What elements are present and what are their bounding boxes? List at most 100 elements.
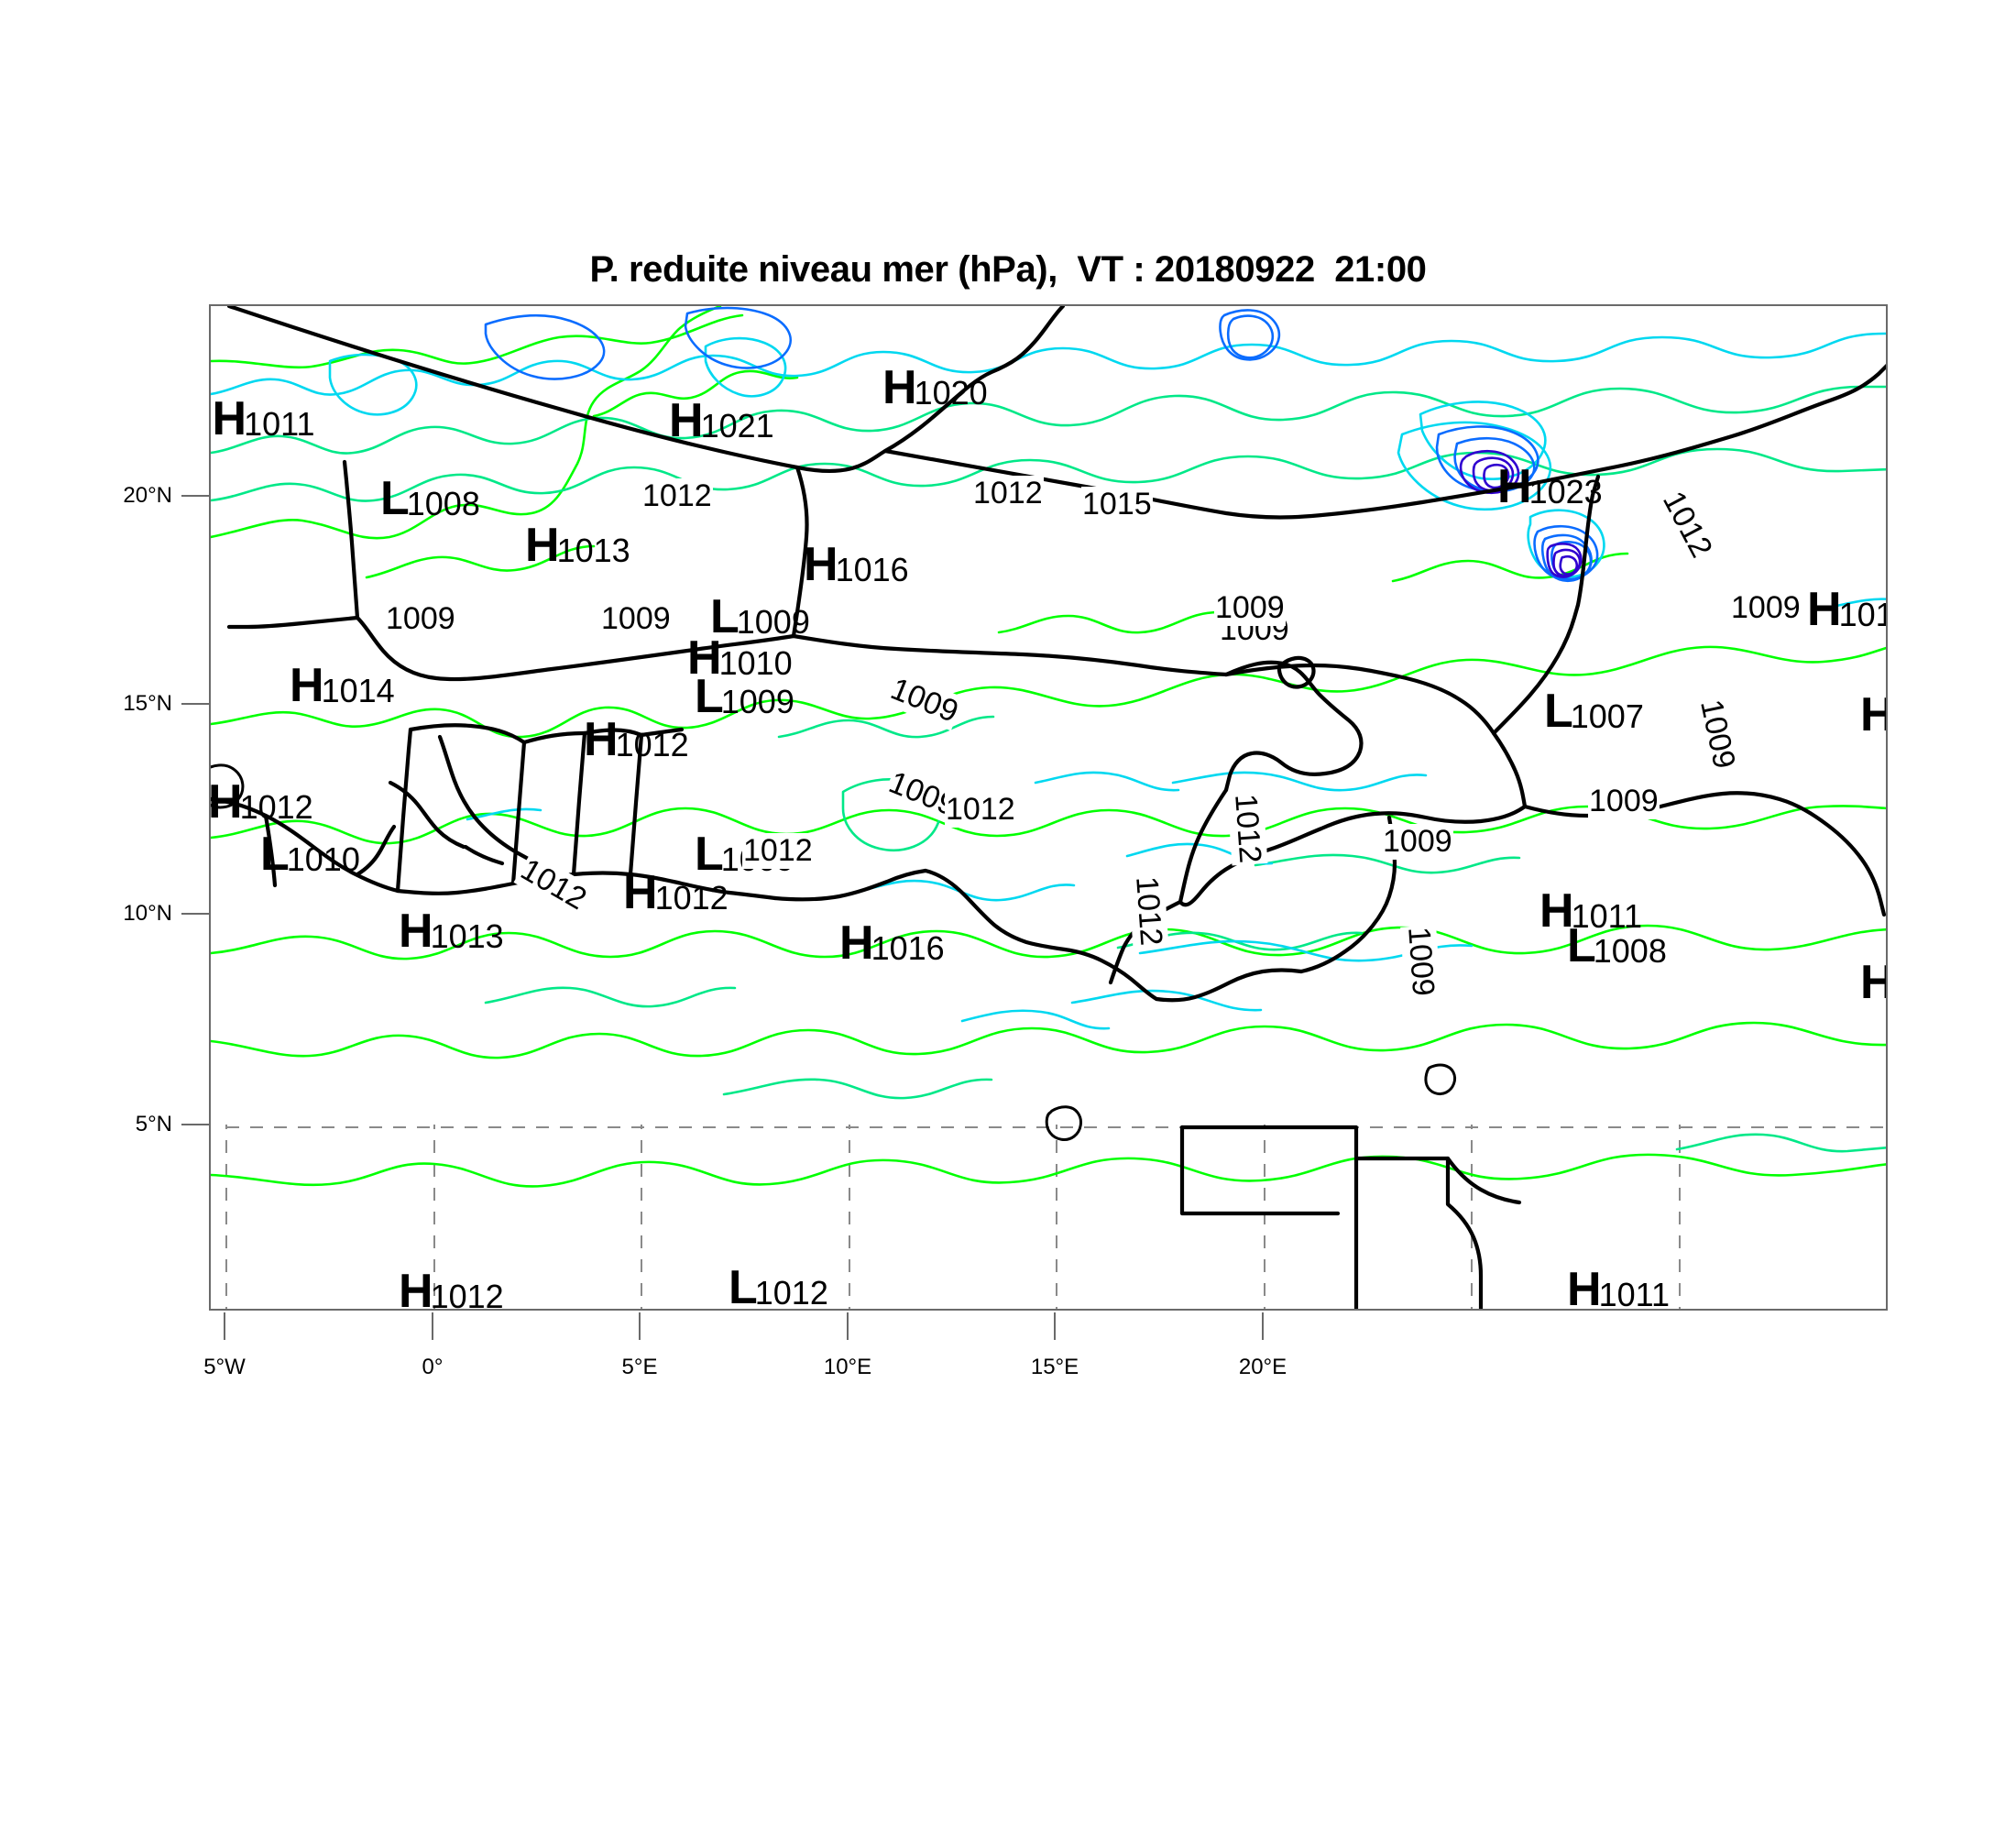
pressure-center-value: 1016 xyxy=(871,929,945,967)
pressure-center-glyph: L xyxy=(710,590,740,643)
pressure-center-glyph: H xyxy=(669,394,704,447)
pressure-center-low: L1012 xyxy=(729,1261,830,1311)
contour-label: 1009 xyxy=(1382,824,1453,860)
contour-label: 1009 xyxy=(1400,925,1441,999)
contour-label: 1012 xyxy=(742,833,814,869)
pressure-center-high: H1021 xyxy=(669,397,776,445)
pressure-center-glyph: H xyxy=(290,659,324,712)
pressure-center-high: H1012 xyxy=(584,716,691,763)
pressure-center-high: H1014 xyxy=(290,662,397,709)
y-tick-mark xyxy=(181,703,209,705)
pressure-center-glyph: L xyxy=(695,828,724,881)
x-tick-mark xyxy=(639,1312,641,1340)
pressure-center-glyph: H xyxy=(584,713,619,766)
x-tick-mark xyxy=(224,1312,225,1340)
pressure-center-glyph: H xyxy=(209,775,243,829)
pressure-center-glyph: H xyxy=(623,866,658,919)
pressure-center-value: 1011 xyxy=(1571,897,1642,935)
pressure-center-glyph: H xyxy=(399,905,433,958)
pressure-center-high: H1014 xyxy=(1807,583,1886,636)
pressure-center-high: H1020 xyxy=(882,364,990,412)
pressure-center-high: H1012 xyxy=(623,869,730,916)
pressure-center-glyph: H xyxy=(212,392,247,445)
pressure-center-glyph: H xyxy=(1497,460,1532,513)
pressure-center-high: H1013 xyxy=(525,521,632,569)
x-axis-label-15e: 15°E xyxy=(1030,1355,1079,1379)
islands-outline xyxy=(211,763,1457,1141)
pressure-center-value: 1021 xyxy=(700,407,774,445)
pressure-center-high: H1010 xyxy=(687,634,794,682)
pressure-center-value: 1020 xyxy=(914,374,988,412)
pressure-center-glyph: H xyxy=(882,361,917,414)
pressure-center-low: L1007 xyxy=(1544,687,1646,735)
pressure-center-high: H1012 xyxy=(399,1265,506,1311)
pressure-center-value: 1012 xyxy=(430,1278,504,1311)
contour-label: 1009 xyxy=(385,601,456,637)
y-axis-label-20n: 20°N xyxy=(123,483,172,508)
pressure-center-value: 1012 xyxy=(615,726,689,763)
pressure-center-value: 1012 xyxy=(754,1274,828,1311)
x-axis-label-10e: 10°E xyxy=(823,1355,872,1379)
y-tick-mark xyxy=(181,1124,209,1125)
pressure-center-value: 1011 xyxy=(244,405,315,443)
pressure-center-glyph: H xyxy=(1860,956,1886,1009)
pressure-center-value: 1009 xyxy=(736,603,810,641)
pressure-center-value: 1013 xyxy=(430,917,504,955)
pressure-center-high: H1016 xyxy=(804,541,911,588)
contour-label: 1009 xyxy=(1730,590,1802,626)
contour-label: 1009 xyxy=(1214,590,1286,626)
pressure-center-glyph: L xyxy=(380,472,410,525)
contour-label: 1015 xyxy=(1081,487,1153,522)
pressure-center-high: H1023 xyxy=(1497,463,1605,510)
x-tick-mark xyxy=(1262,1312,1264,1340)
pressure-center-value: 1008 xyxy=(406,485,480,522)
pressure-center-glyph: H xyxy=(687,631,722,685)
pressure-center-glyph: H xyxy=(399,1265,433,1311)
pressure-center-glyph: L xyxy=(1567,919,1596,972)
pressure-center-glyph: H xyxy=(1860,688,1886,741)
contour-group-1009 xyxy=(211,306,1886,1188)
contour-group-1018 xyxy=(484,306,1599,583)
pressure-center-high: H1013 xyxy=(399,907,506,955)
pressure-center-value: 1014 xyxy=(1838,596,1886,633)
map-contours-svg xyxy=(211,306,1886,1309)
pressure-center-value: 1011 xyxy=(1598,1276,1670,1311)
pressure-center-glyph: H xyxy=(1807,583,1842,636)
contour-label: 1009 xyxy=(600,601,672,637)
pressure-center-value: 1007 xyxy=(1570,697,1644,735)
x-tick-mark xyxy=(1054,1312,1056,1340)
pressure-center-high: H1011 xyxy=(1567,1266,1671,1311)
pressure-center-high: H xyxy=(1860,688,1886,741)
pressure-center-low: L1010 xyxy=(260,830,362,878)
pressure-center-glyph: H xyxy=(525,519,560,572)
contour-group-1011 xyxy=(211,385,1886,1153)
pressure-center-high: H1011 xyxy=(1539,887,1644,935)
pressure-center-value: 1012 xyxy=(654,879,729,916)
contour-label: 1009 xyxy=(1588,784,1660,819)
pressure-center-value: 1013 xyxy=(556,532,630,569)
x-axis-label-5w: 5°W xyxy=(203,1355,246,1379)
pressure-center-value: 1008 xyxy=(1593,932,1667,970)
pressure-center-glyph: L xyxy=(260,828,290,881)
contour-label: 1012 xyxy=(945,792,1016,828)
pressure-center-glyph: L xyxy=(1544,685,1573,738)
contour-label: 1012 xyxy=(641,478,713,514)
contour-label: 1012 xyxy=(1227,792,1268,866)
pressure-center-glyph: L xyxy=(729,1261,758,1311)
x-axis-label-5e: 5°E xyxy=(621,1355,658,1379)
pressure-center-low: L1009 xyxy=(710,593,812,641)
x-axis-label-20e: 20°E xyxy=(1238,1355,1287,1379)
map-plot-area[interactable]: H1011 L1008 H1021 H1020 H1023 H1013 H1016 L1009… xyxy=(209,304,1888,1311)
contour-label: 1012 xyxy=(972,476,1044,511)
pressure-center-glyph: L xyxy=(695,670,724,723)
pressure-center-value: 1009 xyxy=(720,683,794,720)
pressure-center-value: 1014 xyxy=(321,672,395,709)
x-axis-label-0: 0° xyxy=(422,1355,444,1379)
x-tick-mark xyxy=(847,1312,849,1340)
pressure-center-value: 1012 xyxy=(239,788,313,826)
y-axis-label-15n: 15°N xyxy=(123,691,172,716)
pressure-center-glyph: H xyxy=(1539,884,1574,938)
pressure-center-low: L1008 xyxy=(380,475,482,522)
y-tick-mark xyxy=(181,913,209,915)
